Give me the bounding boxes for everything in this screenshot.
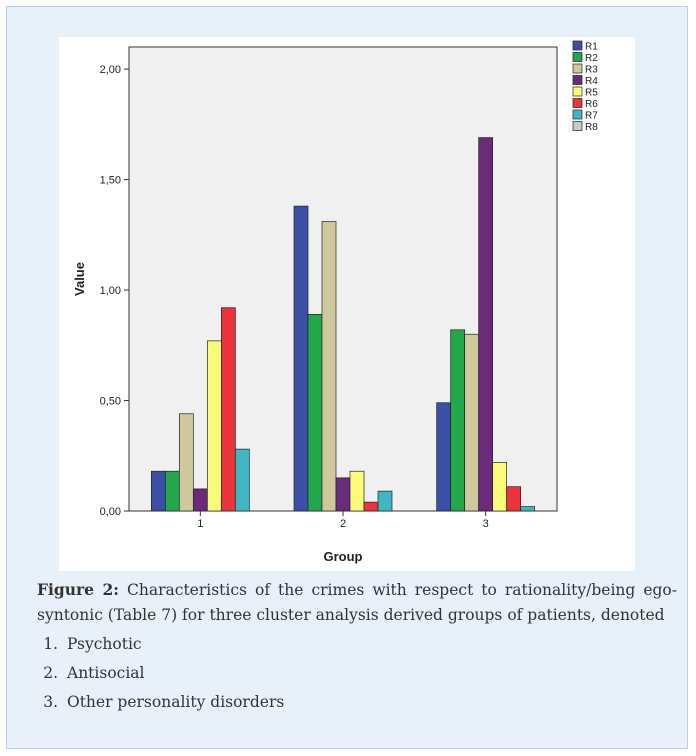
legend-swatch-r2 xyxy=(572,52,583,62)
figure-caption: Figure 2: Characteristics of the crimes … xyxy=(37,577,677,717)
bar-r6-group-3 xyxy=(506,486,522,512)
x-axis-label: Group xyxy=(324,549,363,564)
legend-swatch-r6 xyxy=(572,98,583,108)
bar-r1-group-3 xyxy=(436,402,452,512)
y-tick-label: 0,00 xyxy=(100,506,121,518)
legend-label-r5: R5 xyxy=(585,88,598,99)
bar-r3-group-2 xyxy=(321,221,337,512)
bar-r7-group-3 xyxy=(520,506,536,512)
legend-label-r6: R6 xyxy=(585,99,598,110)
bar-r1-group-1 xyxy=(150,470,166,512)
bar-r2-group-2 xyxy=(307,314,323,512)
bar-r4-group-1 xyxy=(192,488,208,512)
legend-swatch-r7 xyxy=(572,109,583,120)
bar-chart: 0,000,501,001,502,001 2 3GroupValueR1R2R3R… xyxy=(72,40,598,564)
bar-r1-group-2 xyxy=(293,205,309,512)
bar-r2-group-3 xyxy=(450,329,466,512)
bar-r6-group-1 xyxy=(220,307,236,512)
x-tick-label: 2 xyxy=(340,518,346,530)
bar-r5-group-3 xyxy=(492,462,508,512)
bar-r7-group-1 xyxy=(234,448,250,512)
caption-text: Characteristics of the crimes with respe… xyxy=(37,581,678,624)
legend-swatch-r1 xyxy=(572,40,583,51)
y-tick-label: 1,00 xyxy=(100,285,121,297)
bar-r5-group-1 xyxy=(206,340,222,512)
y-tick-label: 1,50 xyxy=(100,175,121,187)
x-tick-label: 3 xyxy=(483,518,489,530)
legend-swatch-r4 xyxy=(572,75,583,85)
bar-r6-group-2 xyxy=(363,501,379,512)
legend-swatch-r3 xyxy=(572,63,583,74)
bar-r2-group-1 xyxy=(164,470,180,512)
bar-r3-group-3 xyxy=(464,333,480,512)
bar-r7-group-2 xyxy=(377,490,393,512)
group-list-item: Other personality disorders xyxy=(63,688,677,717)
bar-r3-group-1 xyxy=(178,413,194,512)
legend-swatch-r5 xyxy=(572,86,583,97)
bar-r4-group-2 xyxy=(335,477,351,512)
group-list-item: Psychotic xyxy=(63,630,677,659)
x-tick-label: 1 xyxy=(197,518,203,530)
legend-label-r4: R4 xyxy=(585,76,598,87)
figure-container: 0,00 0,50 1,00 1,50 2,00 1 2 3 Group Value R1 R2 R3 R… xyxy=(6,6,688,749)
legend-label-r8: R8 xyxy=(585,122,598,133)
legend-label-r3: R3 xyxy=(585,65,598,76)
caption-paragraph: Figure 2: Characteristics of the crimes … xyxy=(37,577,677,628)
legend-label-r1: R1 xyxy=(585,42,598,53)
bar-r4-group-3 xyxy=(478,137,494,512)
group-list-item: Antisocial xyxy=(63,659,677,688)
y-axis-label: Value xyxy=(72,262,87,296)
y-tick-label: 2,00 xyxy=(100,64,121,76)
y-tick-label: 0,50 xyxy=(100,396,121,408)
group-list: Psychotic Antisocial Other personality d… xyxy=(37,630,677,717)
legend-swatch-r8 xyxy=(572,121,583,131)
legend-label-r7: R7 xyxy=(585,111,598,122)
legend-label-r2: R2 xyxy=(585,53,598,64)
bar-r5-group-2 xyxy=(349,470,365,512)
chart-area: 0,00 0,50 1,00 1,50 2,00 1 2 3 Group Value R1 R2 R3 R… xyxy=(59,37,635,571)
caption-label: Figure 2: xyxy=(37,580,120,599)
